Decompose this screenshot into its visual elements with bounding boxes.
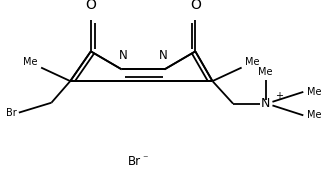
Text: Me: Me bbox=[245, 57, 260, 67]
Text: Br: Br bbox=[6, 108, 17, 118]
Text: ⁻: ⁻ bbox=[142, 154, 148, 165]
Text: Me: Me bbox=[23, 57, 38, 67]
Text: Me: Me bbox=[307, 110, 321, 120]
Text: Me: Me bbox=[307, 87, 321, 97]
Text: O: O bbox=[86, 0, 96, 12]
Text: Me: Me bbox=[258, 67, 273, 78]
Text: +: + bbox=[275, 90, 283, 101]
Text: N: N bbox=[119, 49, 128, 62]
Text: N: N bbox=[158, 49, 167, 62]
Text: O: O bbox=[190, 0, 201, 12]
Text: Br: Br bbox=[127, 155, 140, 168]
Text: N: N bbox=[261, 97, 270, 110]
